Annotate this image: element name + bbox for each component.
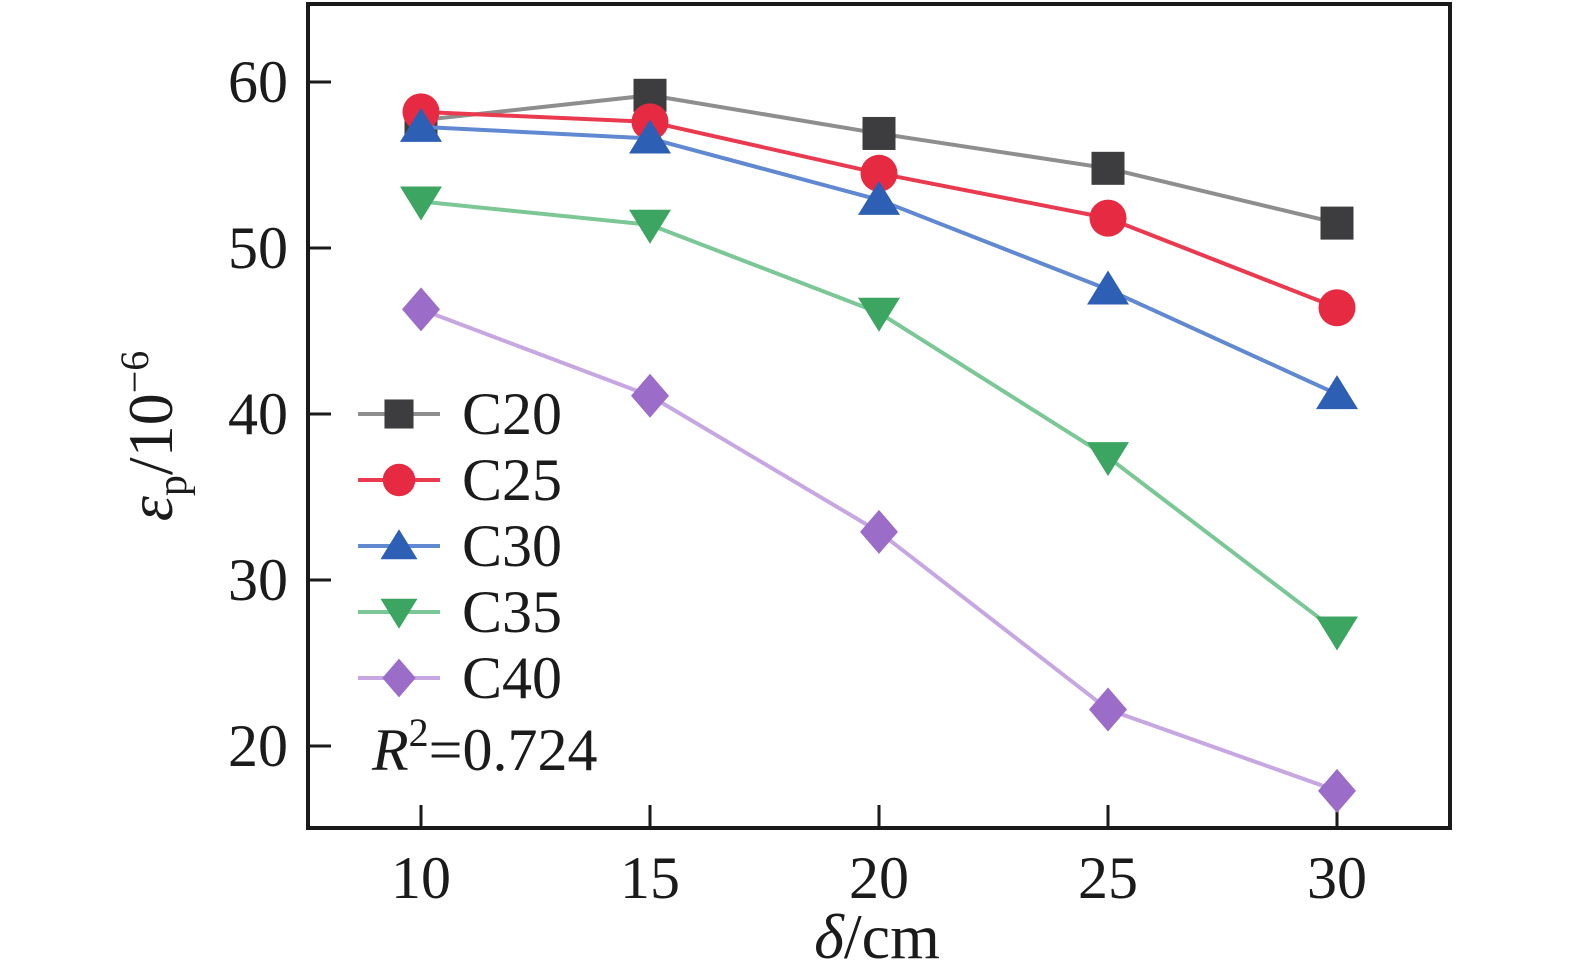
- series-marker-c30: [1087, 270, 1129, 305]
- series-marker-c30: [400, 107, 442, 142]
- series-marker-c20: [1091, 151, 1125, 185]
- series-marker-c30: [858, 180, 900, 215]
- legend-label-c40: C40: [462, 645, 562, 711]
- series-marker-c25: [1318, 289, 1356, 327]
- y-tick-label: 20: [228, 713, 288, 779]
- series-marker-c40: [1318, 768, 1356, 813]
- series-marker-c35: [629, 209, 671, 244]
- r-squared-annotation: R2=0.724: [371, 710, 598, 783]
- series-marker-c35: [1087, 442, 1129, 477]
- series-marker-c40: [860, 509, 898, 554]
- legend-marker-c30: [380, 529, 418, 560]
- series-marker-c25: [1089, 199, 1127, 237]
- y-axis-label: εp/10−6: [112, 351, 196, 522]
- x-tick-label: 15: [620, 845, 680, 911]
- series-marker-c25: [860, 154, 898, 192]
- legend-marker-c40: [382, 658, 416, 698]
- legend-label-c20: C20: [462, 381, 562, 447]
- legend-marker-c25: [382, 463, 416, 497]
- legend-label-c35: C35: [462, 579, 562, 645]
- y-tick-label: 40: [228, 381, 288, 447]
- y-tick-label: 30: [228, 547, 288, 613]
- series-marker-c35: [1316, 616, 1358, 651]
- x-tick-label: 10: [391, 845, 451, 911]
- legend-label-c25: C25: [462, 447, 562, 513]
- series-marker-c20: [1320, 206, 1354, 240]
- legend-marker-c20: [384, 399, 414, 429]
- legend-marker-c35: [380, 598, 418, 629]
- series-marker-c30: [629, 119, 671, 154]
- x-axis-label: δ/cm: [814, 901, 940, 972]
- series-marker-c35: [400, 186, 442, 221]
- series-marker-c30: [1316, 375, 1358, 410]
- x-tick-label: 20: [849, 845, 909, 911]
- series-marker-c40: [1089, 687, 1127, 732]
- y-tick-label: 50: [228, 215, 288, 281]
- y-tick-label: 60: [228, 49, 288, 115]
- series-marker-c35: [858, 297, 900, 332]
- series-marker-c20: [862, 116, 896, 150]
- x-tick-label: 25: [1078, 845, 1138, 911]
- series-marker-c40: [631, 373, 669, 418]
- series-marker-c40: [402, 287, 440, 332]
- x-tick-label: 30: [1307, 845, 1367, 911]
- legend-label-c30: C30: [462, 513, 562, 579]
